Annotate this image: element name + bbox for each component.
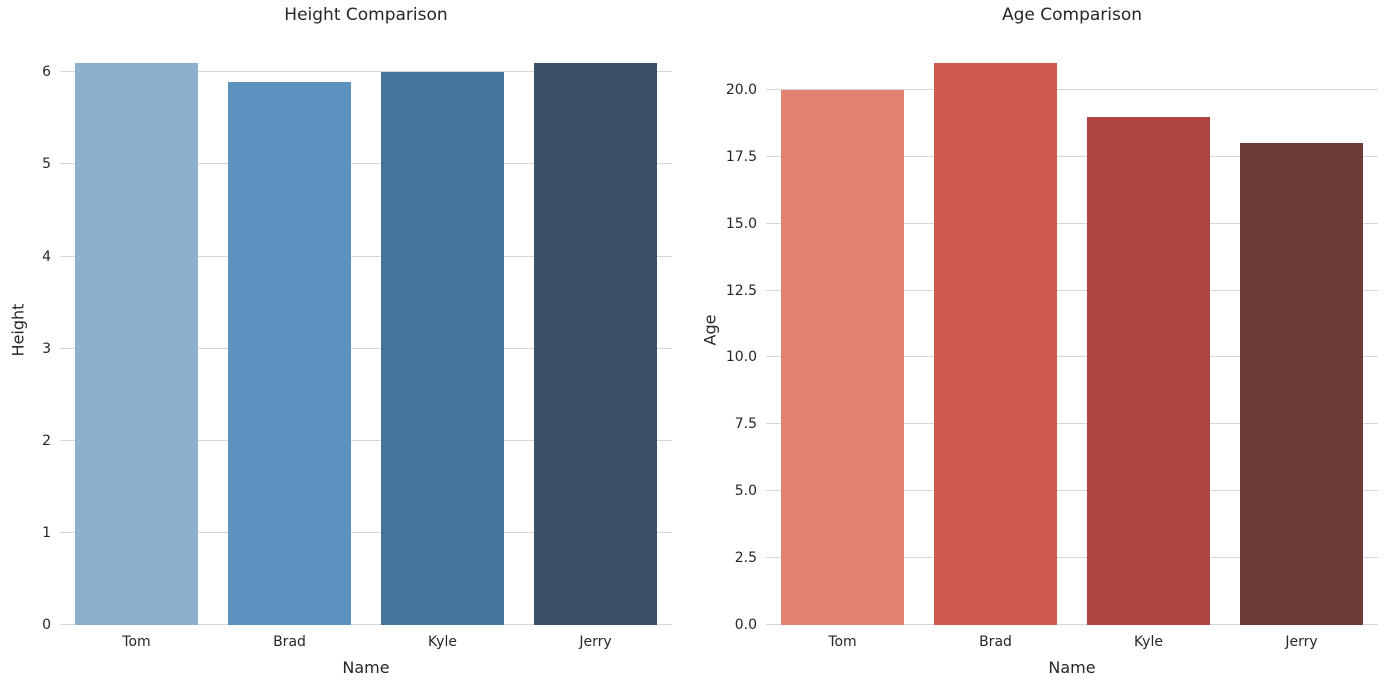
- y-axis-label: Age: [700, 314, 720, 346]
- gridline: [766, 557, 1378, 559]
- x-ticks: Tom Brad Kyle Jerry: [60, 634, 672, 650]
- gridline: [766, 155, 1378, 157]
- y-tick-label: 5: [42, 156, 51, 173]
- grid: [766, 35, 1378, 625]
- age-comparison-chart: Age Comparison Age 0.0 2.5 5.0 7.5 10.0 12.5 1…: [701, 5, 1378, 677]
- bar-slot: [1072, 35, 1225, 625]
- bar-kyle: [1087, 116, 1210, 625]
- x-tick-label: Jerry: [1285, 634, 1318, 650]
- gridline: [60, 531, 672, 533]
- y-tick-label: 10.0: [725, 349, 757, 366]
- gridline: [60, 439, 672, 441]
- y-tick-label: 1: [42, 524, 51, 541]
- y-tick-label: 6: [42, 64, 51, 81]
- y-tick-label: 2.5: [734, 550, 757, 567]
- y-tick-label: 0: [42, 617, 51, 633]
- gridline: [60, 624, 672, 625]
- bar-slot: [213, 35, 366, 625]
- x-tick-label: Tom: [828, 634, 857, 650]
- x-tick-slot: Kyle: [366, 634, 519, 650]
- y-ticks: 0 1 2 3 4 5 6: [42, 35, 672, 632]
- grid: [60, 35, 672, 625]
- x-tick-label: Jerry: [579, 634, 612, 650]
- gridline: [766, 356, 1378, 358]
- bar-slot: [1225, 35, 1378, 625]
- y-ticks: 0.0 2.5 5.0 7.5 10.0 12.5 15.0 17.5 20.0: [726, 35, 1378, 632]
- bar-slot: [919, 35, 1072, 625]
- x-tick-slot: Jerry: [1225, 634, 1378, 650]
- height-comparison-chart: Height Comparison Height 0 1 2 3 4 5 6 Tom Brad…: [9, 5, 672, 677]
- gridline: [60, 163, 672, 165]
- gridline: [766, 490, 1378, 492]
- gridline: [766, 624, 1378, 625]
- y-tick-label: 7.5: [734, 416, 757, 433]
- bar-slot: [519, 35, 672, 625]
- y-tick-label: 2: [42, 432, 51, 449]
- y-tick-label: 15.0: [725, 215, 757, 232]
- x-axis-label: Name: [342, 658, 390, 677]
- y-tick-label: 0.0: [734, 617, 757, 633]
- x-tick-slot: Jerry: [519, 634, 672, 650]
- gridline: [766, 222, 1378, 224]
- x-tick-label: Kyle: [1134, 634, 1163, 650]
- bar-jerry: [1240, 143, 1363, 625]
- y-tick-label: 4: [42, 248, 51, 265]
- gridline: [60, 71, 672, 73]
- bars: [60, 35, 672, 625]
- x-tick-slot: Tom: [766, 634, 919, 650]
- bar-slot: [60, 35, 213, 625]
- y-axis-label: Height: [8, 303, 28, 357]
- bar-jerry: [534, 63, 657, 625]
- bar-kyle: [381, 72, 504, 625]
- gridline: [766, 289, 1378, 291]
- x-tick-slot: Brad: [919, 634, 1072, 650]
- gridline: [60, 347, 672, 349]
- x-axis-label: Name: [1048, 658, 1096, 677]
- gridline: [766, 423, 1378, 425]
- chart-title: Height Comparison: [284, 5, 448, 25]
- y-tick-label: 17.5: [725, 148, 757, 165]
- chart-title: Age Comparison: [1001, 5, 1143, 25]
- gridline: [766, 88, 1378, 90]
- bar-tom: [781, 89, 904, 625]
- bar-slot: [766, 35, 919, 625]
- x-tick-label: Tom: [122, 634, 151, 650]
- bar-tom: [75, 63, 198, 625]
- x-ticks: Tom Brad Kyle Jerry: [766, 634, 1378, 650]
- y-tick-label: 3: [42, 340, 51, 357]
- x-tick-label: Brad: [979, 634, 1012, 650]
- y-tick-label: 5.0: [734, 483, 757, 500]
- y-tick-label: 12.5: [725, 282, 757, 299]
- gridline: [60, 255, 672, 257]
- x-tick-slot: Kyle: [1072, 634, 1225, 650]
- bar-brad: [228, 81, 351, 625]
- y-tick-label: 20.0: [725, 81, 757, 98]
- x-tick-slot: Tom: [60, 634, 213, 650]
- x-tick-slot: Brad: [213, 634, 366, 650]
- x-tick-label: Kyle: [428, 634, 457, 650]
- x-tick-label: Brad: [273, 634, 306, 650]
- bar-brad: [934, 63, 1057, 625]
- bar-slot: [366, 35, 519, 625]
- bars: [766, 35, 1378, 625]
